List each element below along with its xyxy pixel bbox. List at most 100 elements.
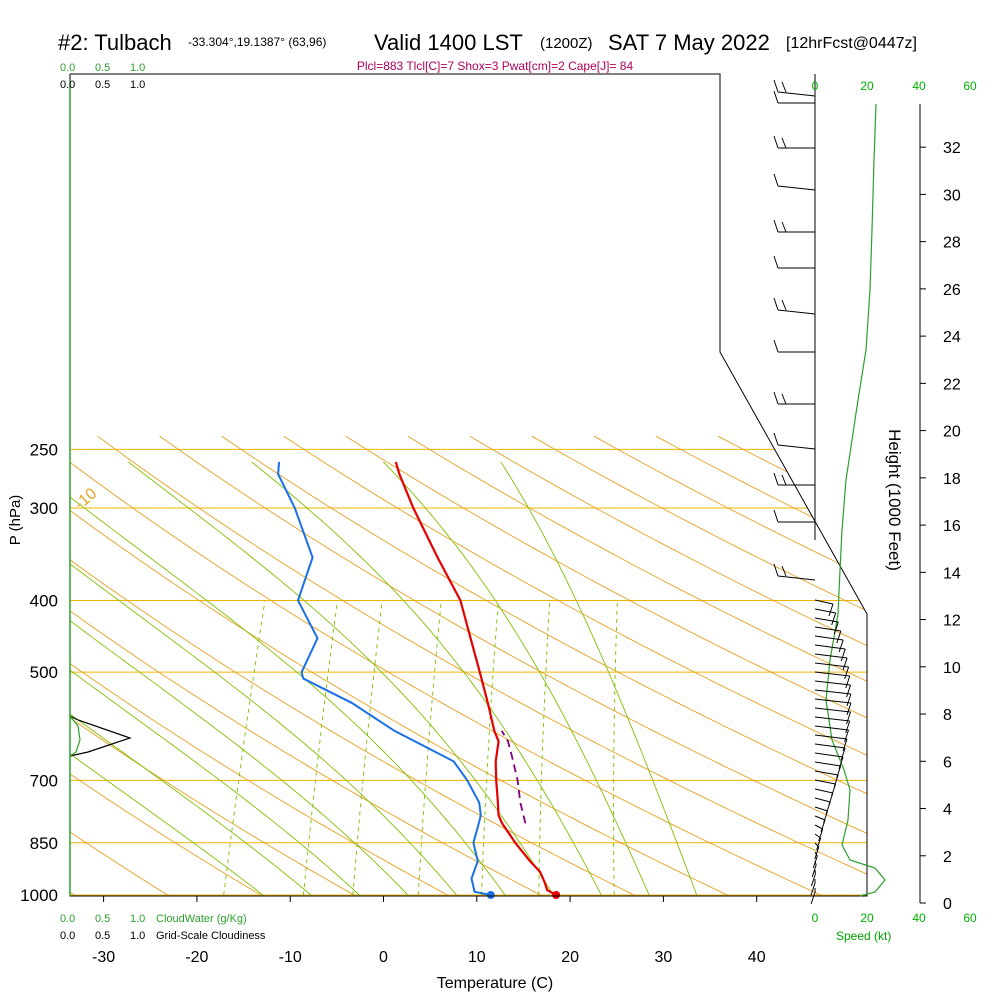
barb-flag [846, 702, 852, 716]
height-tick-32: 32 [943, 140, 961, 157]
barb-flag [818, 828, 824, 842]
mixing-ratio-line [613, 600, 618, 896]
wind-barb [814, 626, 842, 644]
height-tick-4: 4 [943, 802, 952, 819]
wind-speed-ticks-bottom: 0 20 40 60 [812, 911, 977, 925]
pressure-axis: 250 300 400 500 700 850 1000 [20, 440, 58, 905]
barb-shaft [777, 91, 816, 97]
ws-bot-0: 0 [812, 911, 819, 925]
height-tick-12: 12 [943, 613, 961, 630]
height-tick-16: 16 [943, 518, 961, 535]
ws-bot-1: 20 [860, 911, 874, 925]
ws-top-2: 40 [912, 79, 926, 93]
barb-flag [773, 135, 779, 149]
barb-shaft [777, 444, 816, 450]
mixing-ratio-line [538, 600, 551, 896]
height-tick-10: 10 [943, 660, 961, 677]
barb-flag [842, 738, 848, 752]
height-tick-20: 20 [943, 424, 961, 441]
mixing-ratio-label: 12 [541, 903, 553, 915]
barb-flag [840, 747, 846, 761]
profiles [277, 461, 561, 899]
isotherm-label: 30 [844, 535, 869, 560]
wind-barb [814, 734, 848, 752]
wind-speed-label: Speed (kt) [836, 929, 891, 943]
wind-barb [773, 255, 815, 269]
barb-flag [773, 339, 779, 353]
mixing-ratio-label: 3 [355, 903, 361, 915]
barb-flag [773, 255, 779, 269]
barb-flag [781, 137, 787, 149]
height-tick-8: 8 [943, 707, 952, 724]
barb-flag [840, 648, 846, 662]
barb-shaft [814, 824, 823, 830]
parcel-profile [500, 730, 527, 824]
barb-flag [845, 720, 851, 734]
temperature-tick--30: -30 [92, 949, 115, 966]
barb-shaft [814, 689, 852, 695]
barb-flag [781, 474, 787, 486]
dry-adiabat [345, 435, 867, 896]
barb-flag [781, 393, 787, 405]
barb-shaft [814, 761, 841, 767]
surface-temp-marker [552, 891, 561, 899]
cloudwater-scale-top: 0.0 0.5 1.0 [60, 62, 145, 74]
moist-adiabat [70, 461, 424, 896]
mixing-ratio-line [481, 600, 499, 896]
wind-barb [773, 297, 816, 315]
wind-barb [773, 219, 815, 233]
wind-barb [773, 432, 816, 450]
wind-barb [814, 680, 852, 698]
barb-flag [773, 173, 779, 187]
barb-shaft [777, 185, 816, 191]
moist-adiabat [70, 461, 517, 896]
wind-speed-panel: 0 20 40 60 0 20 40 60 Speed (kt) [812, 79, 977, 943]
barb-shaft [814, 662, 849, 668]
moist-adiabat [251, 461, 610, 896]
barb-flag [816, 837, 822, 851]
barb-flag [773, 432, 779, 446]
wind-barb [814, 842, 820, 860]
barb-flag [846, 693, 852, 707]
cw-bot-2: 1.0 [130, 913, 145, 925]
pressure-tick-400: 400 [30, 591, 58, 610]
height-tick-0: 0 [943, 896, 952, 913]
barb-shaft [814, 815, 826, 821]
wind-barb [814, 635, 844, 653]
wind-barb [773, 509, 815, 523]
dry-adiabat [97, 435, 867, 896]
wind-barb [811, 860, 817, 878]
barb-shaft [814, 707, 851, 713]
cloudiness-scale-top: 0.0 0.5 1.0 [60, 79, 145, 91]
dewpoint-profile [277, 461, 491, 896]
barb-shaft [814, 725, 849, 731]
barb-flag [846, 684, 852, 698]
barb-shaft [814, 635, 844, 641]
ws-top-1: 20 [860, 79, 874, 93]
temperature-axis-label: Temperature (C) [437, 975, 553, 992]
dry-adiabat [469, 435, 867, 896]
barb-shaft [814, 851, 818, 857]
height-tick-30: 30 [943, 187, 961, 204]
temperature-tick--10: -10 [279, 949, 302, 966]
barb-shaft [777, 575, 816, 581]
cl-top-0: 0.0 [60, 79, 75, 91]
cloudwater-scale-bottom: 0.0 0.5 1.0 CloudWater (g/Kg) [60, 913, 247, 925]
pressure-tick-850: 850 [30, 834, 58, 853]
barb-flag [781, 299, 787, 311]
mixing-ratio-label: 2 [306, 903, 312, 915]
barb-shaft [814, 716, 850, 722]
height-tick-24: 24 [943, 329, 961, 346]
moist-adiabat [70, 479, 377, 896]
wind-speed-profile [825, 103, 886, 897]
wind-barb [773, 472, 815, 486]
moist-adiabat [70, 512, 330, 896]
barb-flag [814, 846, 820, 860]
barb-shaft [814, 671, 850, 677]
cl-bot-0: 0.0 [60, 930, 75, 942]
ws-top-0: 0 [812, 79, 819, 93]
barb-shaft [814, 608, 836, 614]
ws-bot-2: 40 [912, 911, 926, 925]
